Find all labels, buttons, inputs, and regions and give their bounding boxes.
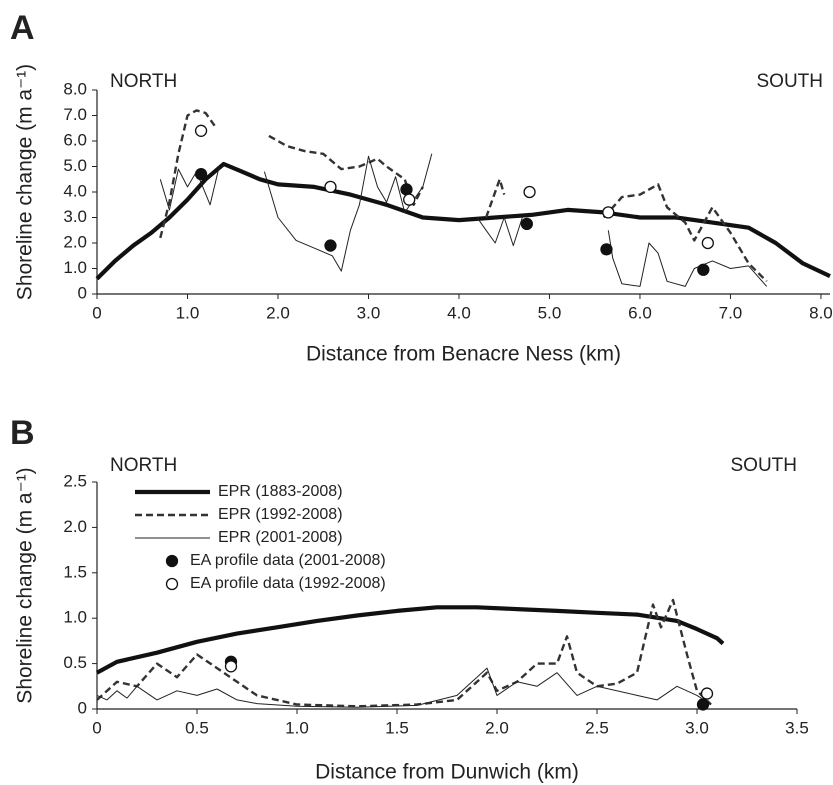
- legend-label: EA profile data (1992-2008): [190, 575, 386, 592]
- y-tick-label: 2.0: [63, 232, 87, 251]
- x-tick-label: 5.0: [538, 303, 562, 322]
- data-point: [523, 185, 536, 199]
- data-point: [520, 217, 533, 231]
- x-tick-label: 2.5: [585, 718, 609, 737]
- y-tick-label: 7.0: [63, 105, 87, 124]
- y-tick-label: 8.0: [63, 79, 87, 98]
- y-tick-label: 1.5: [63, 562, 87, 581]
- data-point: [194, 167, 208, 181]
- x-tick-label: 0.5: [185, 718, 209, 737]
- series-line: [159, 109, 768, 283]
- legend-label: EA profile data (2001-2008): [190, 552, 386, 569]
- y-tick-label: 5.0: [63, 156, 87, 175]
- x-tick-label: 0: [92, 718, 101, 737]
- annotation: NORTH: [110, 71, 177, 92]
- y-tick-label: 3.0: [63, 207, 87, 226]
- annotation: NORTH: [110, 455, 177, 476]
- y-tick-label: 0.5: [63, 653, 87, 672]
- legend-label: EPR (1883-2008): [218, 483, 343, 500]
- series-line: [96, 598, 712, 708]
- y-tick-label: 2.0: [63, 517, 87, 536]
- x-tick-label: 0: [92, 303, 101, 322]
- panel-label: B: [10, 414, 35, 452]
- x-tick-label: 2.0: [266, 303, 290, 322]
- series-line: [95, 161, 831, 281]
- data-point: [696, 698, 710, 711]
- x-tick-label: 1.5: [385, 718, 409, 737]
- y-tick-label: 0: [78, 698, 87, 717]
- y-tick-label: 1.0: [63, 608, 87, 627]
- x-tick-label: 6.0: [628, 303, 652, 322]
- legend-swatch: [165, 554, 179, 568]
- x-axis-title: Distance from Benacre Ness (km): [306, 343, 621, 366]
- x-tick-label: 4.0: [447, 303, 471, 322]
- y-tick-label: 2.5: [63, 471, 87, 490]
- data-point: [194, 124, 208, 137]
- x-tick-label: 7.0: [719, 303, 743, 322]
- data-point: [600, 243, 613, 256]
- x-tick-label: 8.0: [809, 303, 833, 322]
- y-axis-title: Shoreline change (m a⁻¹): [14, 64, 37, 300]
- y-tick-label: 0: [78, 283, 87, 302]
- y-tick-label: 4.0: [63, 181, 87, 200]
- x-tick-label: 1.0: [176, 303, 200, 322]
- legend-label: EPR (1992-2008): [218, 506, 343, 523]
- series-line: [159, 153, 768, 287]
- x-tick-label: 3.5: [785, 718, 809, 737]
- data-point: [697, 263, 710, 276]
- legend-label: EPR (2001-2008): [218, 529, 343, 546]
- annotation: SOUTH: [731, 455, 798, 476]
- x-axis-title: Distance from Dunwich (km): [315, 761, 579, 784]
- data-point: [324, 180, 337, 194]
- y-axis-title: Shoreline change (m a⁻¹): [14, 467, 37, 703]
- data-point: [224, 660, 238, 673]
- x-tick-label: 3.0: [357, 303, 381, 322]
- data-point: [701, 236, 714, 250]
- legend-swatch: [165, 577, 179, 591]
- data-point: [400, 183, 413, 196]
- data-point: [700, 687, 714, 700]
- series-line: [95, 605, 725, 675]
- y-tick-label: 6.0: [63, 130, 87, 149]
- data-point: [602, 206, 615, 219]
- x-tick-label: 1.0: [285, 718, 309, 737]
- annotation: SOUTH: [757, 71, 824, 92]
- x-tick-label: 3.0: [685, 718, 709, 737]
- data-point: [324, 239, 337, 252]
- data-point: [403, 193, 416, 206]
- y-tick-label: 1.0: [63, 258, 87, 277]
- panel-label: A: [10, 9, 35, 47]
- series-line: [96, 667, 712, 708]
- x-tick-label: 2.0: [485, 718, 509, 737]
